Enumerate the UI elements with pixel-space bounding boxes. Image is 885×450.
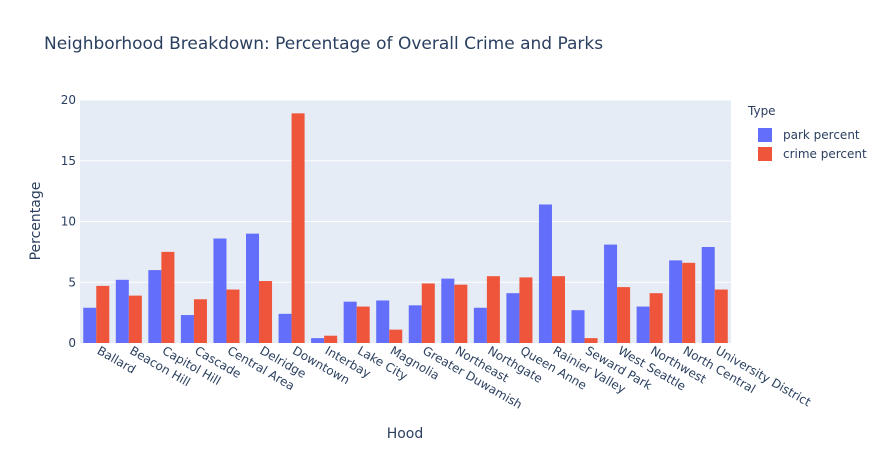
bar-crime[interactable] [682,262,696,343]
park-swatch [758,127,772,142]
x-axis-title: Hood [387,426,424,442]
legend-label-park: park percent [783,127,860,142]
bar-crime[interactable] [259,281,273,343]
bar-crime[interactable] [551,276,565,343]
bar-park[interactable] [278,313,292,343]
bar-park[interactable] [571,310,585,343]
bar-park[interactable] [506,293,520,343]
bar-crime[interactable] [324,335,338,343]
crime-swatch [758,146,772,161]
bar-park[interactable] [604,244,618,343]
bar-park[interactable] [115,279,129,343]
y-tick-label: 20 [61,93,76,107]
bar-crime[interactable] [617,287,631,343]
bar-crime[interactable] [519,277,533,343]
legend: Type park percent crime percent [748,104,867,163]
bar-crime[interactable] [389,329,403,343]
y-tick-label: 10 [61,215,76,229]
legend-item-crime[interactable]: crime percent [758,144,867,163]
bar-park[interactable] [701,247,715,343]
y-tick-label: 0 [68,336,76,350]
legend-title: Type [748,104,776,118]
bar-crime[interactable] [96,285,110,343]
bar-park[interactable] [246,233,260,343]
bar-crime[interactable] [486,276,500,343]
bar-park[interactable] [311,338,325,343]
bar-park[interactable] [669,260,683,343]
bar-park[interactable] [441,278,455,343]
y-axis-title: Percentage [28,182,44,261]
y-tick-label: 15 [61,154,76,168]
bar-crime[interactable] [356,306,370,343]
bar-crime[interactable] [128,295,142,343]
bar-crime[interactable] [714,289,728,343]
y-tick-label: 5 [68,275,76,289]
chart-title: Neighborhood Breakdown: Percentage of Ov… [44,34,604,54]
y-tick-labels: 0 5 10 15 20 [61,93,76,350]
bar-crime[interactable] [584,338,598,343]
bar-park[interactable] [213,238,227,343]
bar-crime[interactable] [649,293,663,343]
bar-park[interactable] [148,270,162,343]
bar-crime[interactable] [161,251,175,343]
gridlines [80,99,731,283]
bar-park[interactable] [408,305,422,343]
legend-label-crime: crime percent [783,146,867,161]
bar-park[interactable] [343,301,357,343]
bar-park[interactable] [376,300,390,343]
bar-crime[interactable] [193,299,207,343]
bar-park[interactable] [538,204,552,343]
bar-crime[interactable] [291,113,305,344]
bar-park[interactable] [473,307,487,343]
legend-item-park[interactable]: park percent [758,125,867,144]
bars [83,113,728,344]
bar-crime[interactable] [226,289,240,343]
bar-park[interactable] [636,306,650,343]
bar-park[interactable] [83,307,97,343]
bar-park[interactable] [180,315,194,343]
bar-crime[interactable] [421,283,435,343]
bar-crime[interactable] [454,284,468,343]
